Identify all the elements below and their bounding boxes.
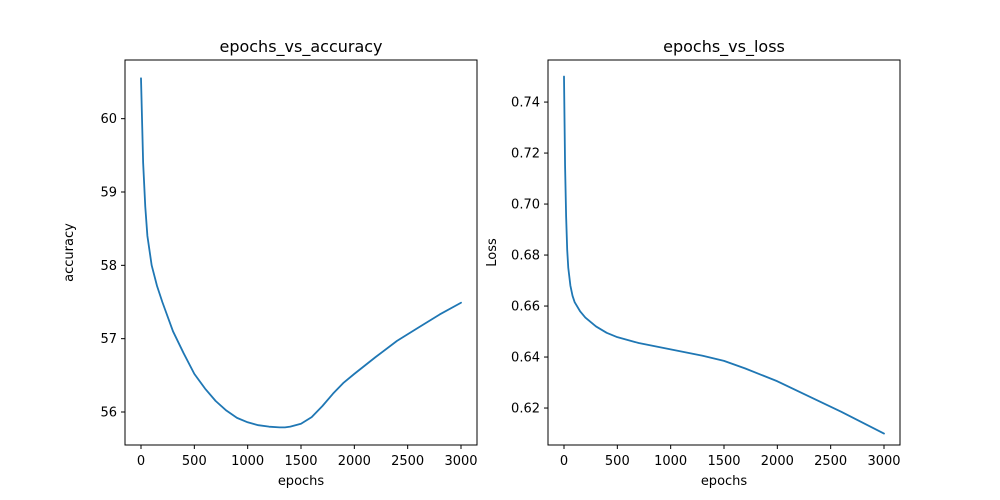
- x-tick-label: 2000: [338, 454, 371, 469]
- x-tick-label: 1500: [707, 454, 740, 469]
- x-tick-label: 2500: [391, 454, 424, 469]
- x-tick-label: 2500: [814, 454, 847, 469]
- series-line: [140, 77, 462, 429]
- chart-title: epochs_vs_loss: [663, 37, 785, 57]
- x-axis-label: epochs: [278, 474, 325, 489]
- x-tick-label: 2000: [761, 454, 794, 469]
- x-tick-label: 1000: [231, 454, 264, 469]
- chart-2: 0 500 1000 1500 2000 2500 3000 0.62 0.64 0.66 0.68…: [485, 37, 901, 489]
- y-axis-label: Loss: [485, 238, 500, 267]
- y-tick-label: 0.74: [511, 96, 540, 111]
- x-tick-label: 3000: [444, 454, 477, 469]
- y-tick-label: 58: [100, 259, 117, 274]
- x-tick-label: 0: [560, 454, 568, 469]
- x-axis-label: epochs: [701, 474, 748, 489]
- y-tick-label: 59: [100, 186, 117, 201]
- x-tick-label: 500: [182, 454, 207, 469]
- y-tick-label: 0.68: [511, 249, 540, 264]
- x-tick-label: 500: [605, 454, 630, 469]
- plot-frame: [124, 59, 478, 446]
- y-tick-label: 0.64: [511, 351, 540, 366]
- chart-1: 0 500 1000 1500 2000 2500 3000 56 57 58 59 60 epochs…: [62, 37, 478, 489]
- y-axis-label: accuracy: [62, 223, 77, 282]
- plot-frame: [547, 59, 901, 446]
- x-tick-label: 1000: [654, 454, 687, 469]
- chart-title: epochs_vs_accuracy: [219, 37, 382, 57]
- x-tick-label: 1500: [284, 454, 317, 469]
- series-line: [563, 75, 885, 435]
- y-tick-label: 57: [100, 332, 117, 347]
- x-tick-label: 3000: [867, 454, 900, 469]
- y-tick-label: 56: [100, 406, 117, 421]
- y-tick-label: 0.62: [511, 402, 540, 417]
- x-tick-label: 0: [137, 454, 145, 469]
- y-tick-label: 60: [100, 112, 117, 127]
- y-tick-label: 0.66: [511, 300, 540, 315]
- y-tick-label: 0.72: [511, 147, 540, 162]
- y-tick-label: 0.70: [511, 198, 540, 213]
